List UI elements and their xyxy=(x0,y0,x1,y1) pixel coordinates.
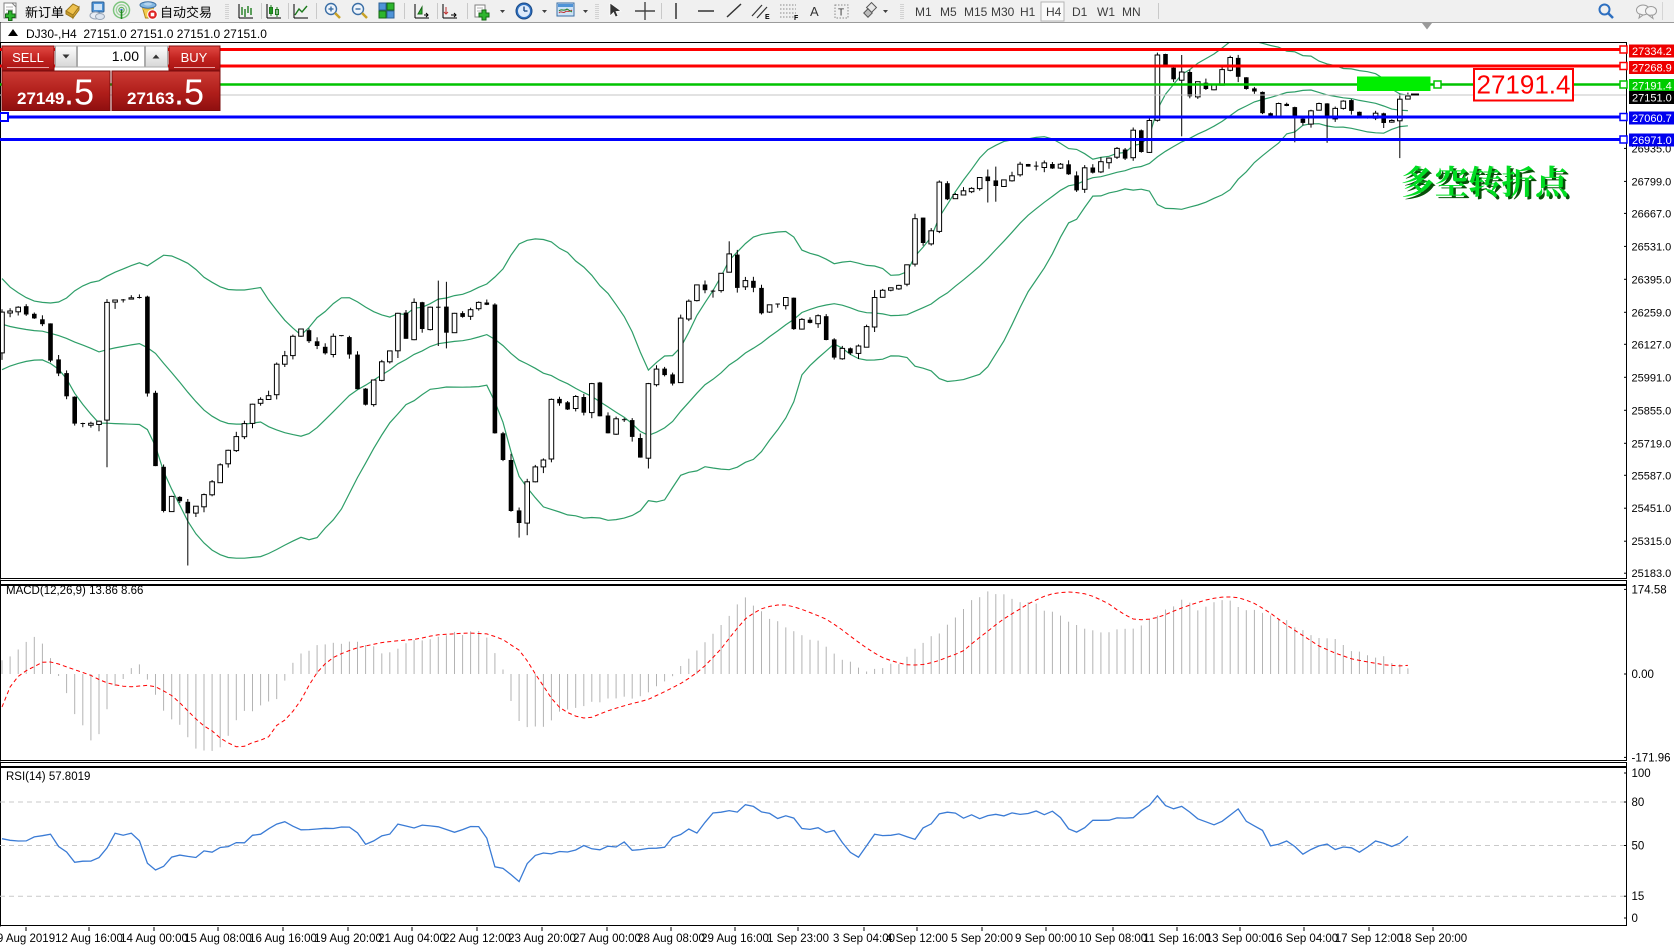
svg-text:26259.0: 26259.0 xyxy=(1632,307,1672,319)
svg-text:1.00: 1.00 xyxy=(112,48,139,64)
svg-text:13 Sep 00:00: 13 Sep 00:00 xyxy=(1206,933,1274,945)
svg-text:27334.2: 27334.2 xyxy=(1632,46,1672,58)
svg-text:25855.0: 25855.0 xyxy=(1632,405,1672,417)
svg-text:H4: H4 xyxy=(1046,5,1062,19)
svg-text:25315.0: 25315.0 xyxy=(1632,536,1672,548)
svg-text:D1: D1 xyxy=(1072,5,1088,19)
svg-text:1 Sep 23:00: 1 Sep 23:00 xyxy=(767,933,829,945)
svg-text:.5: .5 xyxy=(64,72,94,113)
svg-text:H1: H1 xyxy=(1020,5,1036,19)
svg-text:50: 50 xyxy=(1632,841,1645,853)
svg-text:26971.0: 26971.0 xyxy=(1632,135,1672,147)
svg-text:F: F xyxy=(794,15,799,22)
svg-text:10 Sep 08:00: 10 Sep 08:00 xyxy=(1079,933,1147,945)
svg-text:26799.0: 26799.0 xyxy=(1632,176,1672,188)
svg-text:-171.96: -171.96 xyxy=(1632,752,1671,764)
svg-text:12 Aug 16:00: 12 Aug 16:00 xyxy=(55,933,123,945)
svg-text:27060.7: 27060.7 xyxy=(1632,113,1672,125)
svg-text:DJ30-,H4 27151.0 27151.0 2715: DJ30-,H4 27151.0 27151.0 27151.0 27151.0 xyxy=(26,27,267,41)
svg-text:MACD(12,26,9) 13.86 8.66: MACD(12,26,9) 13.86 8.66 xyxy=(6,585,143,597)
svg-text:0: 0 xyxy=(1632,913,1638,925)
svg-text:25587.0: 25587.0 xyxy=(1632,470,1672,482)
svg-text:27 Aug 00:00: 27 Aug 00:00 xyxy=(573,933,641,945)
svg-text:174.58: 174.58 xyxy=(1632,584,1667,596)
svg-text:28 Aug 08:00: 28 Aug 08:00 xyxy=(637,933,705,945)
svg-text:27149: 27149 xyxy=(17,89,64,108)
svg-text:18 Sep 20:00: 18 Sep 20:00 xyxy=(1399,933,1467,945)
svg-text:15 Aug 08:00: 15 Aug 08:00 xyxy=(184,933,252,945)
svg-text:16 Aug 16:00: 16 Aug 16:00 xyxy=(249,933,317,945)
svg-text:3 Sep 04:00: 3 Sep 04:00 xyxy=(833,933,895,945)
svg-text:SELL: SELL xyxy=(12,50,44,65)
svg-text:W1: W1 xyxy=(1097,5,1115,19)
svg-text:5 Sep 20:00: 5 Sep 20:00 xyxy=(951,933,1013,945)
svg-text:RSI(14) 57.8019: RSI(14) 57.8019 xyxy=(6,771,90,783)
svg-text:E: E xyxy=(765,14,770,21)
svg-text:80: 80 xyxy=(1632,797,1645,809)
svg-text:26127.0: 26127.0 xyxy=(1632,339,1672,351)
svg-text:M5: M5 xyxy=(940,5,957,19)
svg-text:17 Sep 12:00: 17 Sep 12:00 xyxy=(1335,933,1403,945)
svg-text:100: 100 xyxy=(1632,768,1651,780)
svg-text:27268.9: 27268.9 xyxy=(1632,63,1672,75)
svg-text:25451.0: 25451.0 xyxy=(1632,503,1672,515)
svg-text:9 Sep 00:00: 9 Sep 00:00 xyxy=(1015,933,1077,945)
svg-text:21 Aug 04:00: 21 Aug 04:00 xyxy=(378,933,446,945)
svg-text:25991.0: 25991.0 xyxy=(1632,372,1672,384)
svg-text:.5: .5 xyxy=(174,72,204,113)
svg-text:4 Sep 12:00: 4 Sep 12:00 xyxy=(886,933,948,945)
svg-text:29 Aug 16:00: 29 Aug 16:00 xyxy=(701,933,769,945)
svg-text:27191.4: 27191.4 xyxy=(1477,70,1571,100)
svg-text:25183.0: 25183.0 xyxy=(1632,568,1672,580)
svg-text:25719.0: 25719.0 xyxy=(1632,438,1672,450)
svg-text:11 Sep 16:00: 11 Sep 16:00 xyxy=(1143,933,1211,945)
svg-text:M30: M30 xyxy=(991,5,1015,19)
svg-text:22 Aug 12:00: 22 Aug 12:00 xyxy=(443,933,511,945)
svg-text:27151.0: 27151.0 xyxy=(1632,93,1672,105)
svg-text:16 Sep 04:00: 16 Sep 04:00 xyxy=(1270,933,1338,945)
svg-text:19 Aug 20:00: 19 Aug 20:00 xyxy=(314,933,382,945)
svg-text:T: T xyxy=(838,8,844,19)
svg-text:26667.0: 26667.0 xyxy=(1632,208,1672,220)
svg-text:M15: M15 xyxy=(964,5,988,19)
svg-text:M1: M1 xyxy=(915,5,932,19)
svg-text:MN: MN xyxy=(1122,5,1141,19)
svg-text:BUY: BUY xyxy=(181,50,208,65)
svg-text:A: A xyxy=(810,4,819,19)
svg-text:0.00: 0.00 xyxy=(1632,669,1654,681)
svg-text:9 Aug 2019: 9 Aug 2019 xyxy=(0,933,55,945)
svg-text:26395.0: 26395.0 xyxy=(1632,274,1672,286)
svg-text:27191.4: 27191.4 xyxy=(1632,81,1672,93)
svg-text:23 Aug 20:00: 23 Aug 20:00 xyxy=(508,933,576,945)
svg-text:26531.0: 26531.0 xyxy=(1632,241,1672,253)
svg-text:14 Aug 00:00: 14 Aug 00:00 xyxy=(120,933,188,945)
svg-text:27163: 27163 xyxy=(127,89,174,108)
svg-text:15: 15 xyxy=(1632,891,1645,903)
